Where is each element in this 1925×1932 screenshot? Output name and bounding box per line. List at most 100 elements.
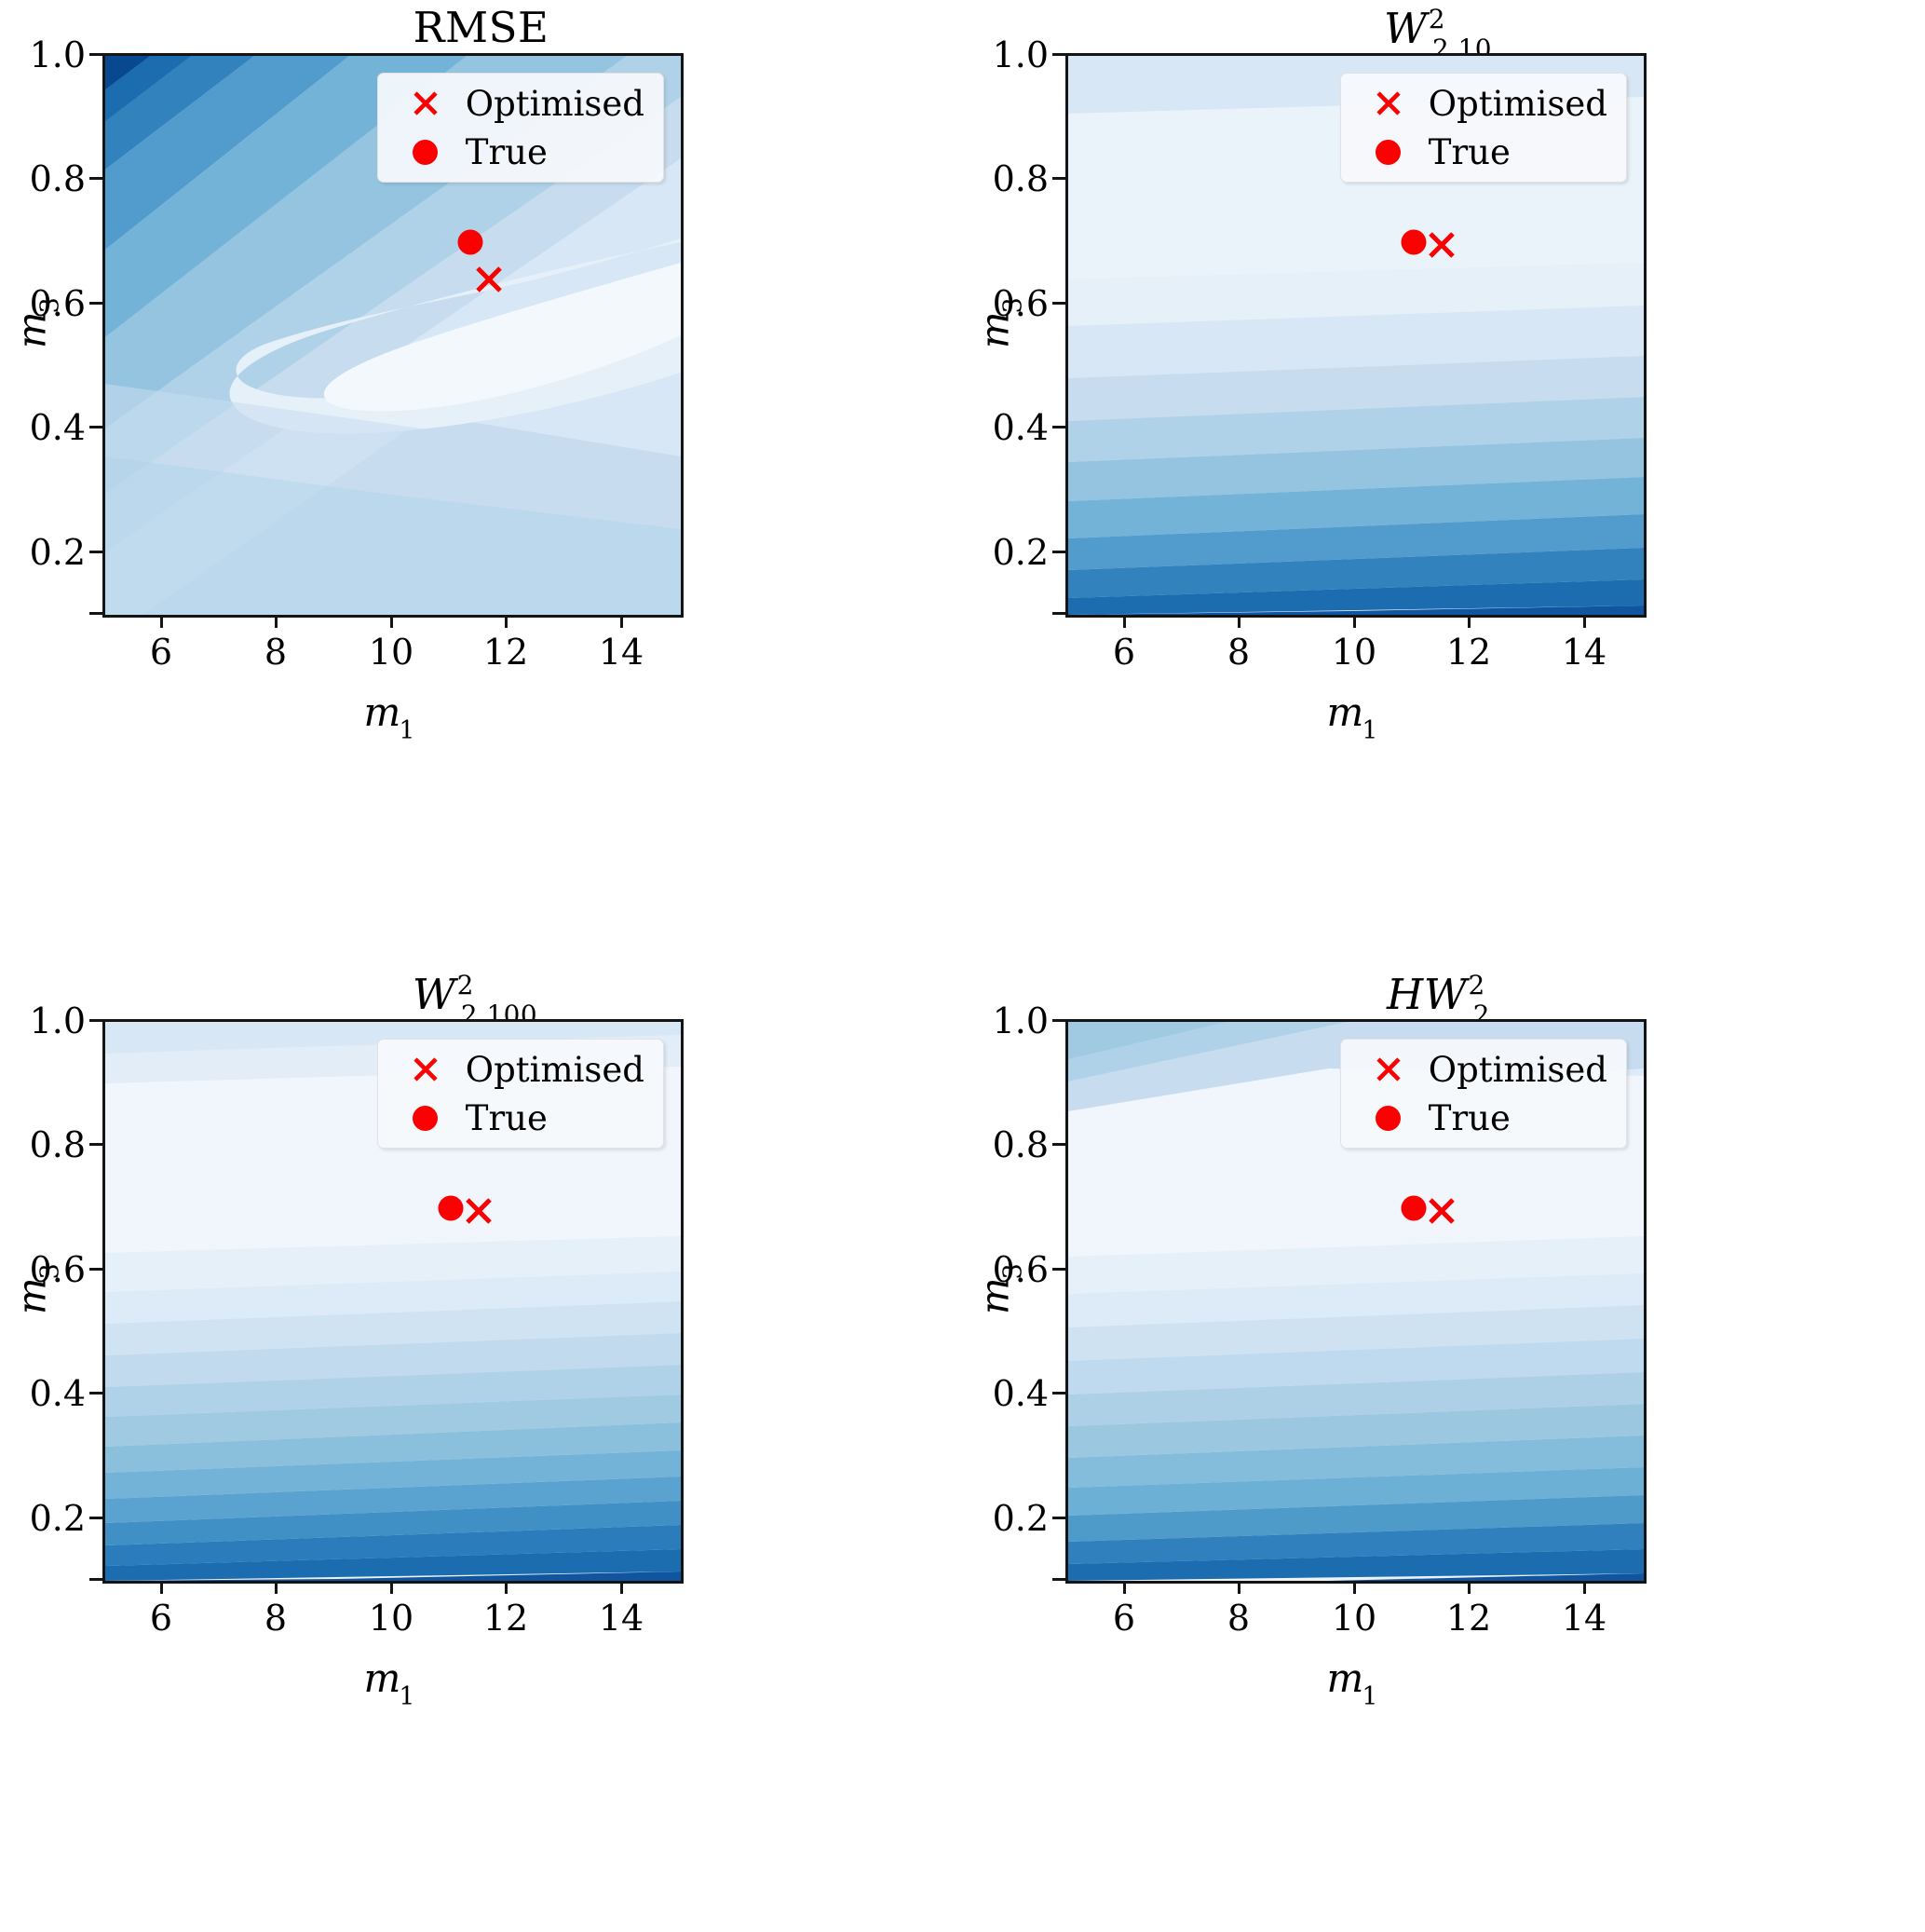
plot-area-w2-10: Optimised True (1065, 53, 1647, 618)
legend-row-optimised[interactable]: Optimised (391, 1049, 644, 1090)
xtick-label-1: 8 (1227, 632, 1251, 673)
ytick-label-1: 0.4 (992, 407, 1049, 448)
legend-label-true: True (1428, 131, 1511, 172)
ytick-mark-3 (1052, 302, 1065, 305)
legend-row-optimised[interactable]: Optimised (391, 83, 644, 124)
legend-hw2-2[interactable]: Optimised True (1339, 1039, 1627, 1149)
legend-label-true: True (465, 1097, 548, 1138)
marker-optimised-w2-10 (1427, 230, 1457, 260)
legend-w2-10[interactable]: Optimised True (1339, 73, 1627, 183)
xtick-label-0: 6 (1112, 632, 1136, 673)
y-axis-label: m3 (8, 297, 65, 349)
marker-optimised-rmse (474, 265, 504, 294)
legend-rmse[interactable]: Optimised True (376, 73, 664, 183)
xtick-label-3: 12 (1445, 1598, 1492, 1639)
xtick-mark-0 (160, 1581, 163, 1594)
ytick-mark-2 (89, 426, 102, 429)
xtick-label-4: 14 (598, 632, 644, 673)
ytick-mark-5 (89, 1019, 102, 1022)
ytick-mark-0 (89, 612, 102, 615)
ytick-label-1: 0.4 (29, 407, 86, 448)
ytick-mark-5 (1052, 1019, 1065, 1022)
xtick-mark-2 (1353, 1581, 1356, 1594)
ytick-label-3: 0.8 (992, 158, 1049, 199)
panel-rmse: RMSE (0, 0, 962, 966)
dot-marker-icon (1354, 1105, 1423, 1131)
ytick-mark-4 (1052, 1143, 1065, 1146)
ytick-mark-1 (1052, 551, 1065, 553)
xtick-mark-2 (390, 1581, 393, 1594)
x-marker-icon (1354, 1055, 1423, 1083)
ytick-label-2: 0.6 (992, 283, 1049, 324)
ytick-mark-3 (89, 1268, 102, 1271)
legend-row-true[interactable]: True (391, 131, 644, 172)
xtick-mark-4 (1583, 615, 1586, 628)
panel-title-hw2-2: HW22 (1387, 970, 1490, 1030)
x-marker-icon (391, 1055, 460, 1083)
ytick-label-0: 0.2 (29, 532, 86, 573)
xtick-label-1: 8 (1227, 1598, 1251, 1639)
plot-area-hw2-2: Optimised True (1065, 1019, 1647, 1584)
ytick-label-2: 0.6 (29, 1249, 86, 1290)
ytick-mark-3 (89, 302, 102, 305)
legend-row-true[interactable]: True (1354, 1097, 1607, 1138)
ytick-mark-3 (1052, 1268, 1065, 1271)
legend-row-optimised[interactable]: Optimised (1354, 1049, 1607, 1090)
marker-true-w2-10 (1401, 229, 1427, 255)
legend-row-true[interactable]: True (391, 1097, 644, 1138)
y-axis-label: m3 (971, 1263, 1028, 1315)
xtick-label-2: 10 (1331, 632, 1377, 673)
ytick-mark-2 (89, 1392, 102, 1395)
xtick-label-2: 10 (1331, 1598, 1377, 1639)
ytick-mark-1 (89, 1517, 102, 1519)
marker-true-rmse (457, 229, 483, 255)
dot-marker-icon (391, 1105, 460, 1131)
legend-row-true[interactable]: True (1354, 131, 1607, 172)
xtick-label-0: 6 (149, 1598, 173, 1639)
ytick-label-3: 0.8 (29, 158, 86, 199)
xtick-mark-0 (160, 615, 163, 628)
ytick-mark-0 (89, 1578, 102, 1581)
x-axis-label: m1 (1326, 689, 1378, 746)
panel-w2-100: W22,100 (0, 966, 962, 1932)
xtick-mark-1 (1238, 615, 1240, 628)
xtick-mark-3 (1468, 1581, 1471, 1594)
ytick-label-0: 0.2 (992, 1498, 1049, 1539)
legend-label-true: True (465, 131, 548, 172)
x-marker-icon (1354, 89, 1423, 117)
xtick-mark-4 (620, 615, 623, 628)
x-axis-label: m1 (363, 689, 415, 746)
xtick-label-1: 8 (264, 1598, 288, 1639)
legend-label-optimised: Optimised (465, 1049, 644, 1090)
xtick-label-1: 8 (264, 632, 288, 673)
xtick-mark-3 (1468, 615, 1471, 628)
ytick-mark-5 (1052, 53, 1065, 56)
legend-row-optimised[interactable]: Optimised (1354, 83, 1607, 124)
legend-label-true: True (1428, 1097, 1511, 1138)
x-axis-label: m1 (1326, 1655, 1378, 1712)
ytick-label-4: 1.0 (29, 34, 86, 75)
marker-optimised-w2-100 (464, 1196, 494, 1226)
ytick-label-2: 0.6 (29, 283, 86, 324)
xtick-label-2: 10 (368, 1598, 414, 1639)
panel-hw2-2: HW22 (963, 966, 1925, 1932)
panel-title-w2-100: W22,100 (412, 970, 538, 1030)
xtick-mark-2 (1353, 615, 1356, 628)
ytick-label-4: 1.0 (992, 1000, 1049, 1041)
x-marker-icon (391, 89, 460, 117)
panel-title-rmse: RMSE (413, 3, 549, 52)
xtick-label-4: 14 (1561, 1598, 1607, 1639)
xtick-mark-1 (1238, 1581, 1240, 1594)
plot-area-w2-100: Optimised True (102, 1019, 684, 1584)
xtick-mark-3 (505, 1581, 508, 1594)
ytick-label-3: 0.8 (992, 1124, 1049, 1165)
panel-w2-10: W22,10 (963, 0, 1925, 966)
xtick-mark-2 (390, 615, 393, 628)
xtick-label-3: 12 (1445, 632, 1492, 673)
legend-w2-100[interactable]: Optimised True (376, 1039, 664, 1149)
x-axis-label: m1 (363, 1655, 415, 1712)
dot-marker-icon (391, 139, 460, 165)
ytick-mark-1 (89, 551, 102, 553)
xtick-mark-0 (1123, 1581, 1126, 1594)
